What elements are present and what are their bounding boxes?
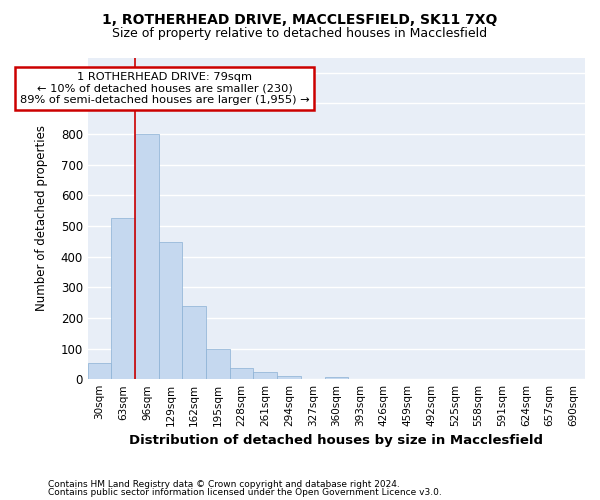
Text: Size of property relative to detached houses in Macclesfield: Size of property relative to detached ho… <box>112 28 488 40</box>
Bar <box>112 218 135 379</box>
Bar <box>182 306 206 379</box>
Bar <box>277 376 301 379</box>
Text: Contains public sector information licensed under the Open Government Licence v3: Contains public sector information licen… <box>48 488 442 497</box>
X-axis label: Distribution of detached houses by size in Macclesfield: Distribution of detached houses by size … <box>130 434 544 448</box>
Bar <box>135 134 159 379</box>
Bar <box>325 376 348 379</box>
Text: 1 ROTHERHEAD DRIVE: 79sqm
← 10% of detached houses are smaller (230)
89% of semi: 1 ROTHERHEAD DRIVE: 79sqm ← 10% of detac… <box>20 72 310 105</box>
Y-axis label: Number of detached properties: Number of detached properties <box>35 126 47 312</box>
Bar <box>159 242 182 379</box>
Bar <box>88 363 112 379</box>
Bar <box>253 372 277 379</box>
Text: Contains HM Land Registry data © Crown copyright and database right 2024.: Contains HM Land Registry data © Crown c… <box>48 480 400 489</box>
Bar <box>206 349 230 379</box>
Bar <box>230 368 253 379</box>
Text: 1, ROTHERHEAD DRIVE, MACCLESFIELD, SK11 7XQ: 1, ROTHERHEAD DRIVE, MACCLESFIELD, SK11 … <box>103 12 497 26</box>
